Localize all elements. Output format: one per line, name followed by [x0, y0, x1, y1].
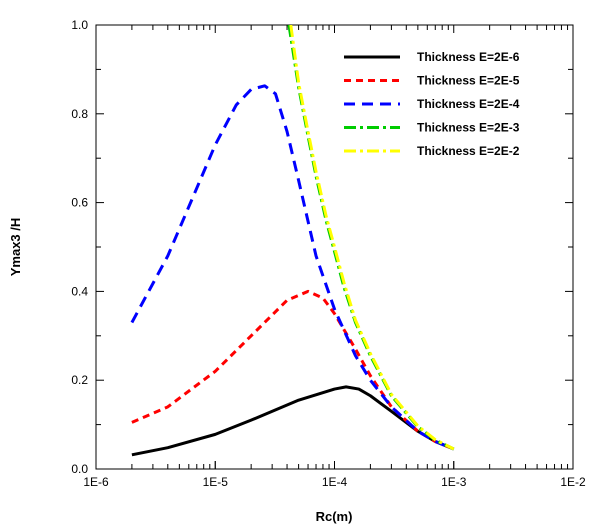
x-tick-label: 1E-3 [441, 475, 467, 489]
legend-label-2: Thickness E=2E-5 [417, 74, 520, 88]
x-tick-label: 1E-5 [203, 475, 229, 489]
series-line-1 [131, 385, 455, 457]
y-tick-label: 0.6 [71, 196, 88, 210]
series-line-3 [130, 84, 455, 451]
plot-frame [95, 24, 574, 470]
legend-label-4: Thickness E=2E-3 [417, 121, 520, 135]
legend-label-5: Thickness E=2E-2 [417, 144, 520, 158]
tick-labels: 1E-6 1E-5 1E-4 1E-3 1E-2 0.0 0.2 0.4 0.6 0.8 1.0 [71, 18, 586, 489]
x-tick-label: 1E-2 [560, 475, 586, 489]
x-tick-label: 1E-6 [83, 475, 109, 489]
y-axis-title: Ymax3 /H [8, 218, 23, 277]
series-lines [130, 25, 455, 457]
legend-label-3: Thickness E=2E-4 [417, 97, 520, 111]
y-tick-label: 1.0 [71, 18, 88, 32]
legend: Thickness E=2E-6 Thickness E=2E-5 Thicknes… [344, 50, 520, 158]
y-tick-label: 0.8 [71, 107, 88, 121]
x-tick-label: 1E-4 [322, 475, 348, 489]
y-tick-label: 0.4 [71, 284, 88, 298]
series-line-4 [287, 25, 455, 451]
y-tick-label: 0.2 [71, 373, 88, 387]
x-axis-title: Rc(m) [316, 509, 353, 524]
y-tick-label: 0.0 [71, 462, 88, 476]
axis-ticks [95, 24, 574, 470]
legend-label-1: Thickness E=2E-6 [417, 50, 520, 64]
series-line-5 [289, 25, 455, 451]
series-line-2 [131, 289, 455, 451]
